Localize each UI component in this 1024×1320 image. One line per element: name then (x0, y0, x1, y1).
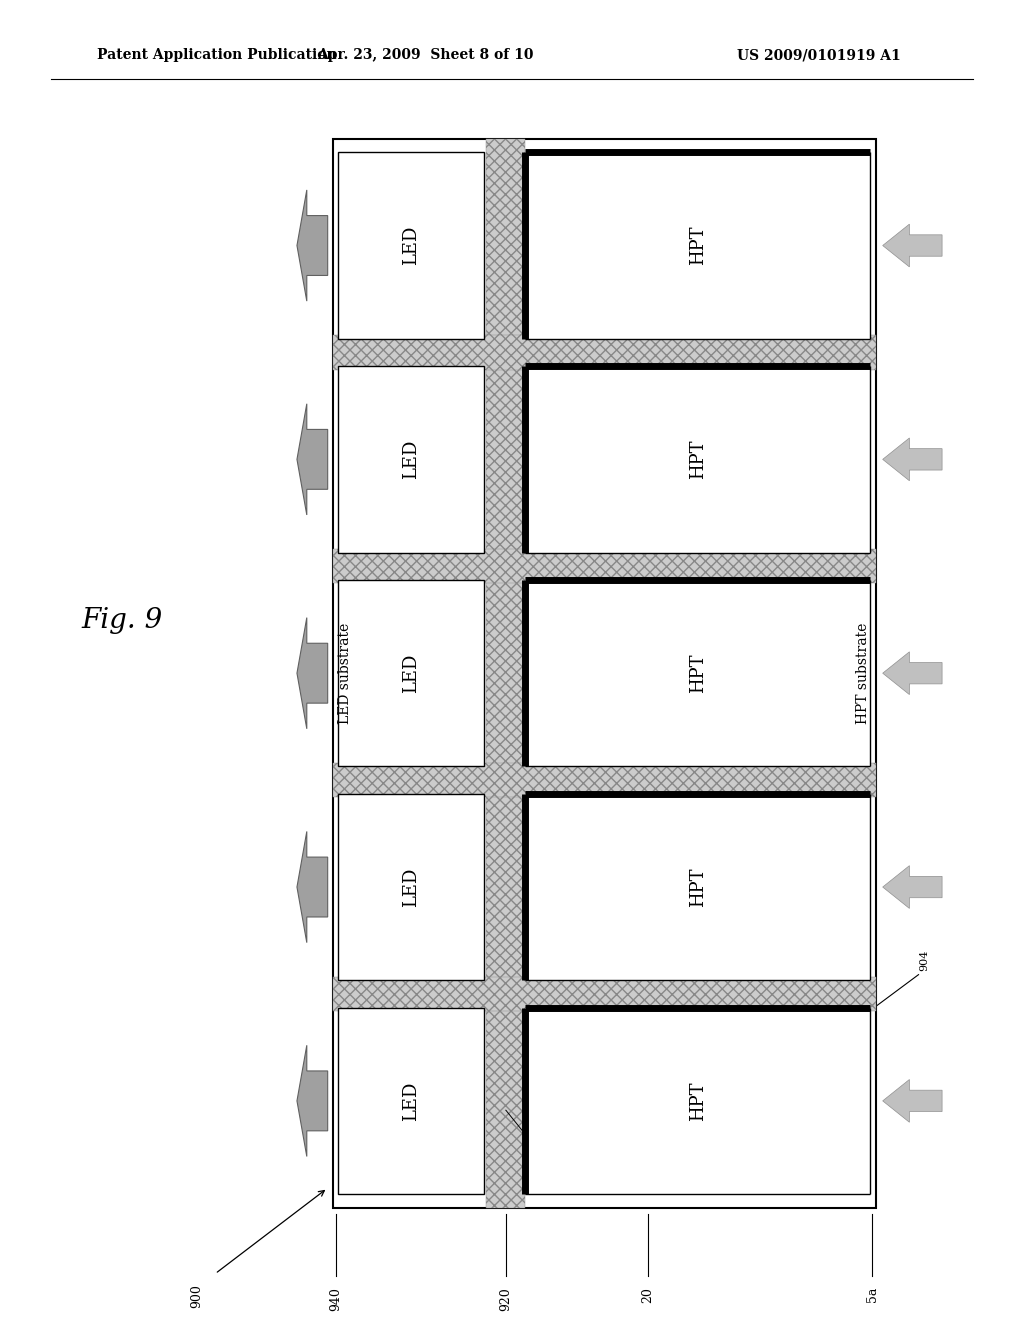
Bar (333, 977, 876, 1011)
Text: US 2009/0101919 A1: US 2009/0101919 A1 (737, 49, 901, 62)
Text: LED: LED (402, 653, 420, 693)
Text: HPT substrate: HPT substrate (856, 623, 870, 723)
Text: Apr. 23, 2009  Sheet 8 of 10: Apr. 23, 2009 Sheet 8 of 10 (316, 49, 534, 62)
Text: HPT: HPT (689, 653, 707, 693)
Text: 900: 900 (190, 1284, 203, 1308)
Bar (525, 152, 870, 339)
Text: HPT: HPT (689, 440, 707, 479)
Text: 940: 940 (330, 1287, 342, 1311)
FancyArrow shape (297, 618, 328, 729)
Text: LED substrate: LED substrate (338, 623, 352, 723)
FancyArrow shape (297, 404, 328, 515)
Bar (525, 579, 870, 767)
FancyArrow shape (883, 224, 942, 267)
FancyArrow shape (297, 1045, 328, 1156)
Bar (338, 1007, 484, 1195)
FancyArrow shape (883, 438, 942, 480)
Text: 10: 10 (643, 1170, 653, 1184)
Bar (525, 793, 870, 981)
Text: 920: 920 (500, 1287, 512, 1311)
FancyArrow shape (297, 190, 328, 301)
Bar (525, 1007, 870, 1195)
Text: 925: 925 (463, 1040, 473, 1061)
Text: Fig. 9: Fig. 9 (82, 607, 163, 634)
Text: LED: LED (402, 1081, 420, 1121)
Text: HPT: HPT (689, 1081, 707, 1121)
Bar (525, 366, 870, 553)
FancyArrow shape (883, 1080, 942, 1122)
Text: 915: 915 (526, 1154, 537, 1175)
Bar (338, 579, 484, 767)
Text: LED: LED (402, 440, 420, 479)
Text: 904: 904 (920, 949, 930, 970)
Bar (338, 366, 484, 553)
Bar (338, 152, 484, 339)
Text: Patent Application Publication: Patent Application Publication (97, 49, 337, 62)
Text: 20: 20 (641, 1287, 654, 1303)
FancyArrow shape (297, 832, 328, 942)
Bar (333, 139, 876, 1208)
Text: HPT: HPT (689, 867, 707, 907)
Bar (333, 763, 876, 797)
FancyArrow shape (883, 652, 942, 694)
Bar (333, 549, 876, 583)
Text: HPT: HPT (689, 226, 707, 265)
Bar (333, 335, 876, 370)
FancyArrow shape (883, 866, 942, 908)
Text: 930: 930 (346, 1162, 356, 1184)
Bar (338, 793, 484, 981)
Text: LED: LED (402, 226, 420, 265)
Text: 5a: 5a (866, 1287, 879, 1303)
Text: LED: LED (402, 867, 420, 907)
Bar (486, 139, 525, 1208)
